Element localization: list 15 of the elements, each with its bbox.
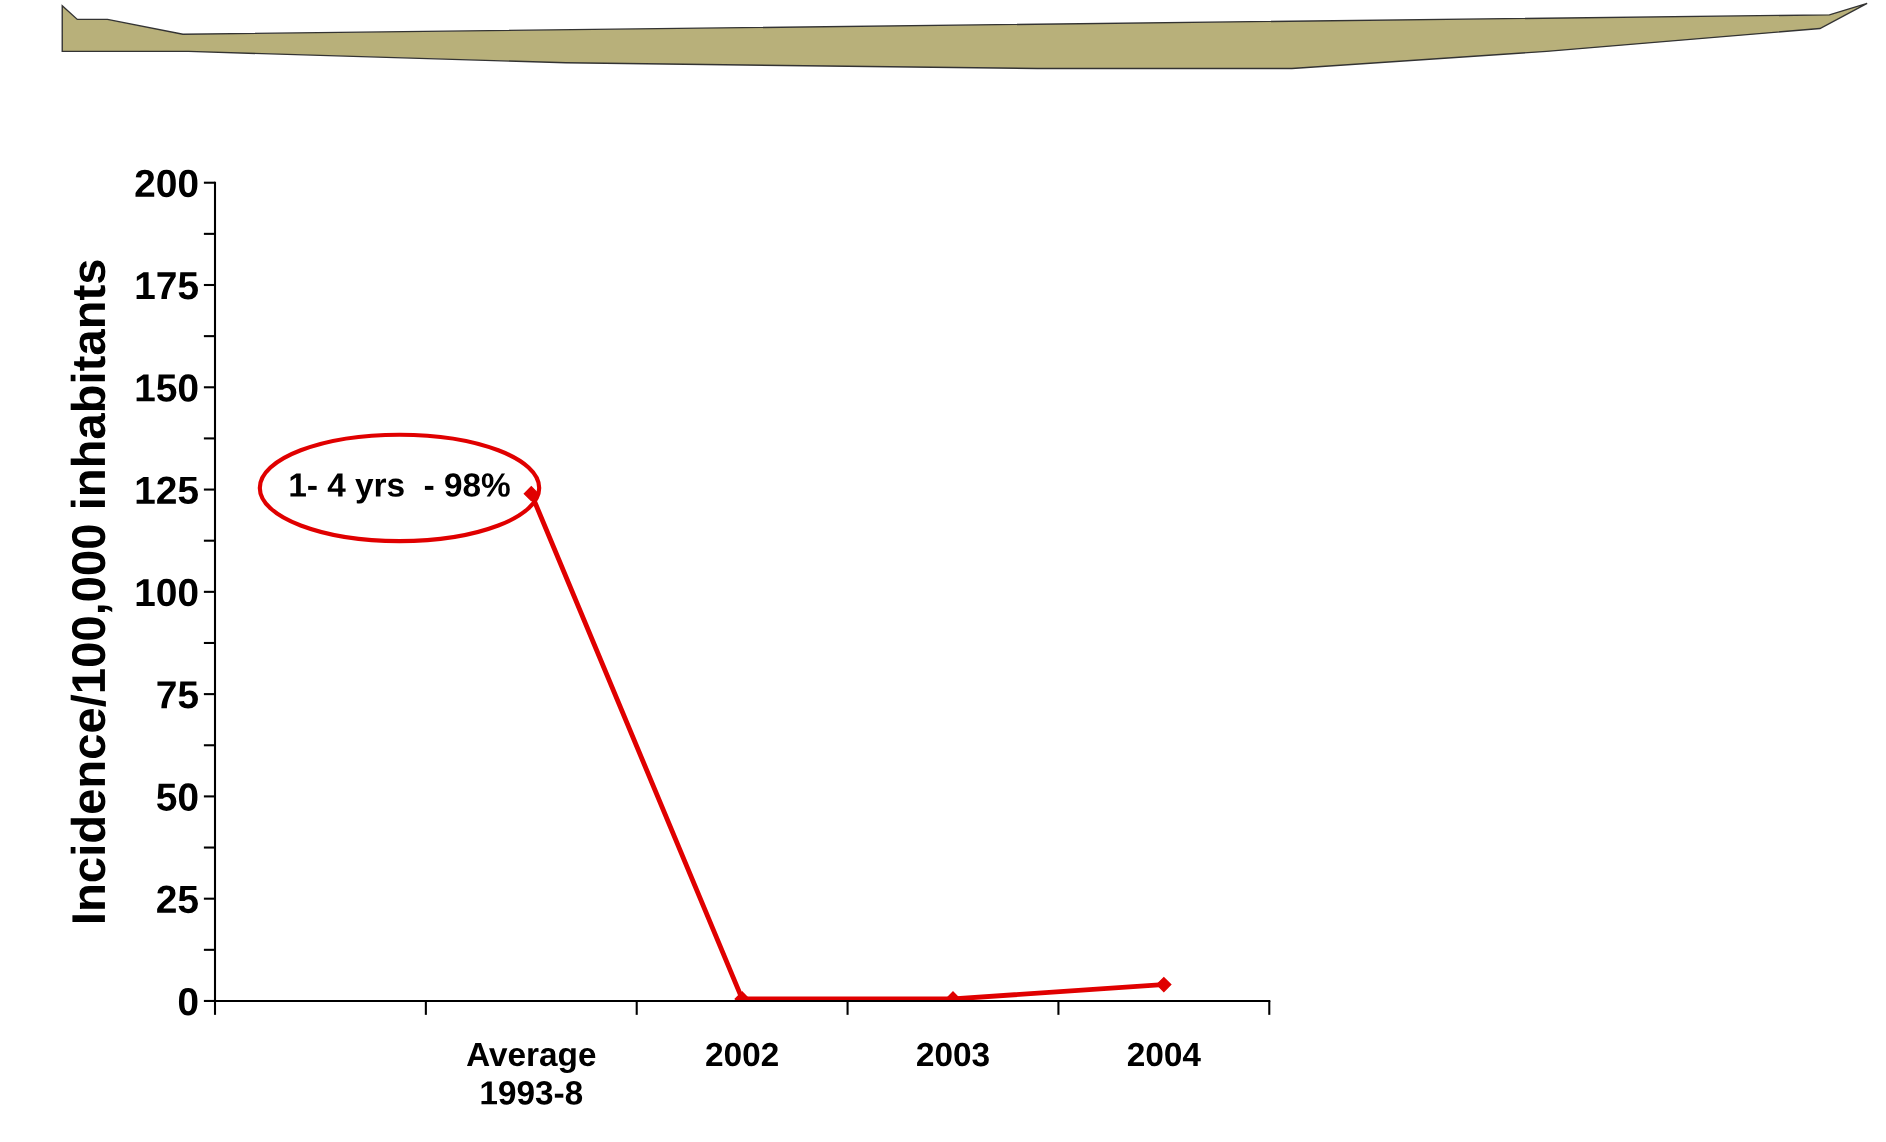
y-tick-label: 0 — [178, 987, 198, 1016]
y-tick-label: 125 — [136, 476, 198, 505]
x-tick-label: 2004 — [1127, 1042, 1201, 1067]
y-tick-label: 150 — [136, 374, 198, 402]
x-tick-label: Average 1993-8 — [466, 1042, 596, 1105]
x-tick-label: 2002 — [706, 1042, 778, 1067]
y-tick-label: 100 — [136, 578, 198, 607]
y-tick-label: 175 — [136, 272, 198, 300]
y-tick-label: 50 — [156, 783, 198, 811]
x-tick-label: 2003 — [917, 1042, 989, 1067]
y-tick-label: 75 — [157, 681, 198, 709]
y-axis-title: Incidence/100,000 inhabitants — [70, 260, 113, 922]
y-tick-label: 200 — [135, 169, 198, 198]
y-tick-label: 25 — [157, 885, 198, 914]
annotation: 1- 4 yrs - 98% — [290, 473, 510, 504]
